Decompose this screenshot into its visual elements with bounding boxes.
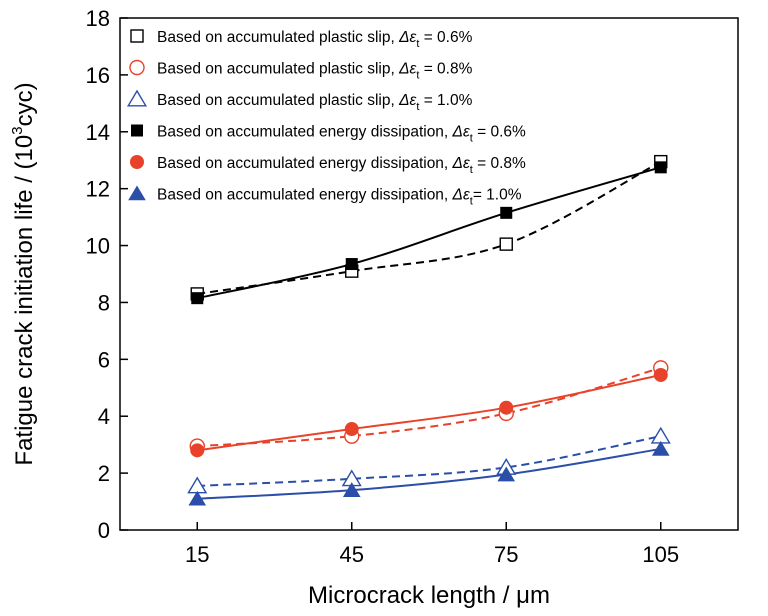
y-axis-label-prefix: Fatigue crack initiation life / (10 [11,135,38,466]
series-line [197,435,661,487]
series-line [197,160,662,295]
legend-entry: Based on accumulated plastic slip, Δεt =… [157,61,473,82]
data-point [650,426,671,444]
legend-marker [128,185,146,201]
y-tick-label: 18 [86,6,110,31]
series-line [197,373,661,452]
data-point [499,237,513,251]
x-tick-label: 45 [340,542,364,567]
legend-delta-symbol: Δε [452,124,470,141]
series-line [197,166,662,300]
y-tick-label: 10 [86,234,110,259]
legend-subscript: t [470,164,473,176]
legend-subscript: t [470,196,473,208]
legend-value: = 0.8% [473,155,526,172]
legend-delta-symbol: Δε [452,187,470,204]
legend-marker [129,59,145,76]
data-point [342,482,361,497]
legend-delta-symbol: Δε [398,61,416,78]
legend-value: = 1.0% [419,92,472,109]
y-tick-label: 6 [98,347,110,372]
y-tick-label: 16 [86,63,110,88]
x-tick-label: 15 [185,542,209,567]
data-point [654,161,667,174]
legend-entry: Based on accumulated energy dissipation,… [157,155,526,176]
legend-marker [130,29,144,43]
y-tick-label: 8 [98,290,110,315]
legend-text-prefix: Based on accumulated energy dissipation, [157,155,453,172]
data-point [499,400,514,415]
axes: 0 2 4 6 8 10 12 14 16 18 15 45 75 105 [86,6,739,567]
data-point [188,490,207,506]
legend-entry: Based on accumulated energy dissipation,… [157,187,522,208]
legend-entry: Based on accumulated plastic slip, Δεt =… [157,29,473,50]
legend-text-prefix: Based on accumulated energy dissipation, [157,187,453,204]
data-point [345,258,358,271]
legend-entry: Based on accumulated plastic slip, Δεt =… [157,92,473,113]
y-tick-label: 14 [86,120,110,145]
x-tick-label: 75 [494,542,518,567]
y-tick-label: 4 [98,404,110,429]
data-point [191,292,204,305]
legend-subscript: t [416,101,419,113]
data-point [500,206,513,219]
legend-delta-symbol: Δε [452,155,470,172]
legend-delta-symbol: Δε [398,92,416,109]
legend-value: = 1.0% [473,187,522,204]
legend-subscript: t [416,70,419,82]
x-axis-label: Microcrack length / μm [308,582,550,609]
y-axis-label-suffix: cyc) [11,82,38,126]
y-axis-label-exponent: 3 [9,126,26,134]
legend-text-prefix: Based on accumulated plastic slip, [157,61,399,78]
data-point [651,440,670,456]
y-axis-label: Fatigue crack initiation life / (103cyc) [9,82,38,465]
legend-text-prefix: Based on accumulated plastic slip, [157,92,399,109]
data-point [653,367,668,382]
legend-value: = 0.6% [419,29,472,46]
fit-lines [197,160,662,500]
legend-value: = 0.8% [419,61,472,78]
data-point [344,422,359,437]
legend-delta-symbol: Δε [398,29,416,46]
legend-text-prefix: Based on accumulated plastic slip, [157,29,399,46]
series-line [197,366,662,448]
x-tick-label: 105 [642,542,679,567]
legend-value: = 0.6% [473,124,526,141]
plot-frame [119,17,739,531]
legend-subscript: t [470,133,473,145]
legend: Based on accumulated plastic slip, Δεt =… [126,29,526,208]
legend-marker [126,89,148,107]
data-point [497,466,516,482]
y-tick-label: 12 [86,177,110,202]
legend-text-prefix: Based on accumulated energy dissipation, [157,124,453,141]
legend-marker [130,155,144,169]
y-tick-label: 2 [98,461,110,486]
legend-marker [131,124,143,137]
series-line [197,447,661,500]
data-markers [187,154,671,506]
legend-subscript: t [416,38,419,50]
y-tick-label: 0 [98,518,110,543]
legend-entry: Based on accumulated energy dissipation,… [157,124,526,145]
data-point [190,443,205,458]
